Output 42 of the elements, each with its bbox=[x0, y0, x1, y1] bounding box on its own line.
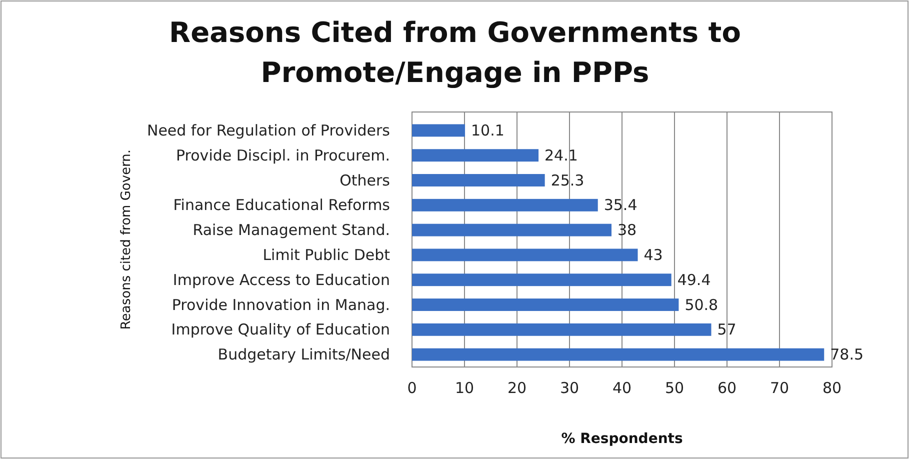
data-label: 43 bbox=[644, 246, 663, 264]
y-tick-label: Budgetary Limits/Need bbox=[218, 346, 390, 364]
x-tick-label: 20 bbox=[507, 379, 527, 397]
x-tick-label: 30 bbox=[560, 379, 580, 397]
x-tick-label: 60 bbox=[717, 379, 737, 397]
data-label: 38 bbox=[618, 221, 637, 240]
y-tick-label: Need for Regulation of Providers bbox=[146, 121, 390, 140]
bar bbox=[412, 124, 466, 137]
x-tick-label: 40 bbox=[612, 379, 632, 397]
data-label: 25.3 bbox=[550, 171, 584, 190]
x-tick-label: 50 bbox=[664, 379, 684, 397]
data-label: 10.1 bbox=[471, 121, 504, 140]
data-label: 78.5 bbox=[830, 346, 864, 364]
bar bbox=[412, 248, 638, 262]
data-label: 49.4 bbox=[677, 270, 711, 289]
y-axis-title: Reasons cited from Govern. bbox=[119, 149, 134, 330]
y-tick-label: Limit Public Debt bbox=[262, 246, 390, 264]
bar bbox=[412, 174, 545, 186]
chart-title: Reasons Cited from Governments to Promote/Engage in PPPs bbox=[169, 16, 741, 89]
bar bbox=[412, 149, 539, 162]
x-tick-label: 80 bbox=[822, 379, 842, 397]
y-tick-label: Raise Management Stand. bbox=[192, 221, 390, 240]
bar bbox=[412, 274, 672, 286]
y-tick-label: Others bbox=[340, 171, 390, 190]
x-tick-label: 10 bbox=[454, 379, 474, 397]
x-tick-label: 70 bbox=[770, 379, 790, 397]
data-label: 35.4 bbox=[604, 196, 638, 214]
y-tick-label: Provide Discipl. in Procurem. bbox=[176, 146, 390, 164]
y-tick-label: Improve Quality of Education bbox=[171, 320, 390, 339]
data-label: 57 bbox=[717, 320, 736, 339]
data-label: 50.8 bbox=[684, 296, 718, 314]
data-label: 24.1 bbox=[544, 146, 578, 164]
bar bbox=[412, 198, 598, 212]
bar bbox=[412, 224, 612, 236]
y-tick-label: Provide Innovation in Manag. bbox=[172, 296, 390, 314]
x-axis-title: % Respondents bbox=[561, 431, 683, 447]
x-tick-label: 0 bbox=[407, 379, 417, 397]
bar bbox=[412, 348, 824, 361]
y-tick-label: Improve Access to Education bbox=[172, 270, 390, 289]
y-tick-label: Finance Educational Reforms bbox=[173, 196, 390, 214]
bar bbox=[412, 323, 712, 336]
bar bbox=[412, 298, 679, 311]
